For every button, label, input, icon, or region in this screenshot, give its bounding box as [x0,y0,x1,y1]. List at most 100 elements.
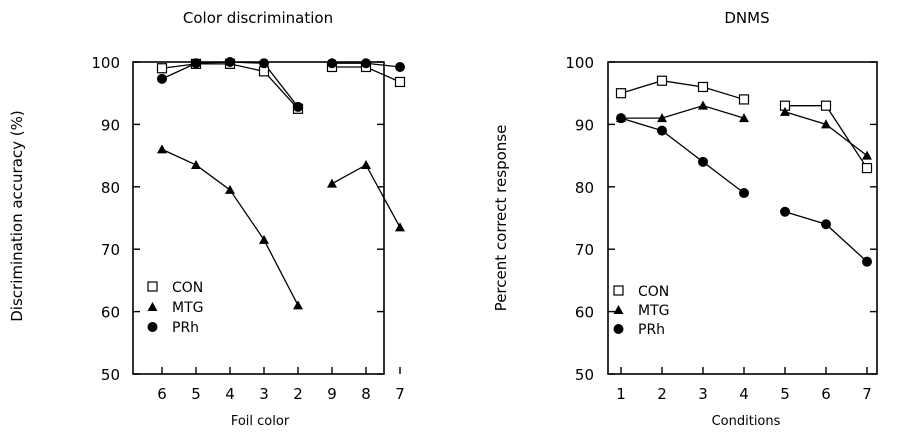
data-point-prh [862,256,872,267]
plot-frame [132,61,385,375]
legend: CON MTG PRh [147,280,203,336]
data-point-mtg [657,113,667,123]
y-tick-label: 100 [565,54,594,72]
x-tick-label: 4 [739,385,749,403]
chart-dnms: DNMS Percent correct response Conditions… [492,9,878,429]
data-point-mtg [395,222,405,232]
data-point-con [156,63,168,74]
data-point-prh [780,206,790,217]
data-point-prh [698,156,708,167]
data-point-con [656,75,668,86]
series-lines [161,61,401,306]
data-point-prh [225,57,235,67]
x-tick-label: 7 [395,385,405,403]
data-point-mtg [157,144,167,154]
data-point-con [738,94,750,105]
legend-mtg-marker [613,305,624,314]
chart-title: DNMS [724,9,769,27]
y-tick-label: 60 [101,304,120,322]
x-axis-label: Foil color [231,414,290,429]
x-tick-label: 5 [191,385,201,403]
legend-prh-label: PRh [638,322,665,338]
x-tick-label: 7 [862,385,872,403]
legend-con-marker [613,285,624,296]
x-ticks: 6 5 4 3 2 9 8 7 [157,367,405,403]
data-point-con [615,88,627,99]
legend-mtg-marker [147,302,158,311]
y-ticks: 50 60 70 80 90 100 [91,54,384,384]
data-point-prh [293,101,303,112]
y-tick-label: 90 [575,116,594,134]
legend-mtg-label: MTG [638,303,669,319]
y-tick-label: 90 [101,116,120,134]
chart-title: Color discrimination [183,9,333,27]
legend-con-label: CON [172,280,203,296]
data-point-con [820,100,832,111]
y-tick-label: 80 [575,179,594,197]
series-line-mtg [331,164,401,228]
x-tick-label: 5 [780,385,790,403]
legend-prh-marker [147,322,158,332]
y-axis-label: Discrimination accuracy (%) [8,110,26,322]
y-tick-label: 70 [101,241,120,259]
data-point-con [394,76,406,88]
data-point-prh [616,113,626,124]
x-tick-label: 6 [157,385,167,403]
legend-con-label: CON [638,284,669,300]
x-tick-label: 1 [616,385,626,403]
x-tick-label: 3 [698,385,708,403]
legend-mtg-label: MTG [172,300,203,316]
data-point-prh [157,73,167,84]
y-tick-label: 50 [101,366,120,384]
legend-con-marker [147,281,158,292]
y-tick-label: 100 [91,54,120,72]
plot-frame [607,61,878,375]
x-tick-label: 3 [259,385,269,403]
legend-prh-marker [613,324,624,334]
data-point-mtg [780,106,790,116]
data-point-mtg [698,100,708,110]
series-line-con [161,63,299,110]
data-point-mtg [862,150,872,160]
data-point-prh [191,58,201,69]
data-point-mtg [361,159,371,169]
chart-color-discrimination: Color discrimination Discrimination accu… [8,9,406,429]
data-point-con [861,162,873,174]
legend-prh-label: PRh [172,320,199,336]
legend: CON MTG PRh [613,284,669,338]
y-tick-label: 60 [575,304,594,322]
data-point-mtg [225,184,235,194]
series-line-con [620,80,745,101]
x-tick-label: 6 [821,385,831,403]
data-point-prh [327,58,337,69]
data-point-con [697,81,709,93]
series-line-mtg [621,105,745,119]
y-tick-label: 80 [101,179,120,197]
y-tick-label: 70 [575,241,594,259]
data-point-prh [259,58,269,69]
data-point-mtg [191,159,201,169]
data-point-mtg [821,119,831,129]
y-axis-label: Percent correct response [492,125,510,312]
x-axis-label: Conditions [712,414,781,429]
data-point-prh [657,125,667,136]
x-ticks: 1 2 3 4 5 6 7 [616,367,872,403]
series-line-prh [620,117,745,194]
data-point-mtg [259,234,269,244]
data-point-prh [395,61,405,72]
data-point-prh [739,188,749,199]
x-tick-label: 2 [657,385,667,403]
data-point-mtg [739,113,749,123]
x-tick-label: 4 [225,385,235,403]
x-tick-label: 9 [327,385,337,403]
y-tick-label: 50 [575,366,594,384]
x-tick-label: 2 [293,385,303,403]
x-tick-label: 8 [361,385,371,403]
series-markers [615,75,873,267]
y-ticks: 50 60 70 80 90 100 [565,54,877,384]
data-point-mtg [327,178,337,188]
data-point-mtg [293,300,303,310]
series-markers [156,57,406,310]
data-point-prh [821,219,831,230]
